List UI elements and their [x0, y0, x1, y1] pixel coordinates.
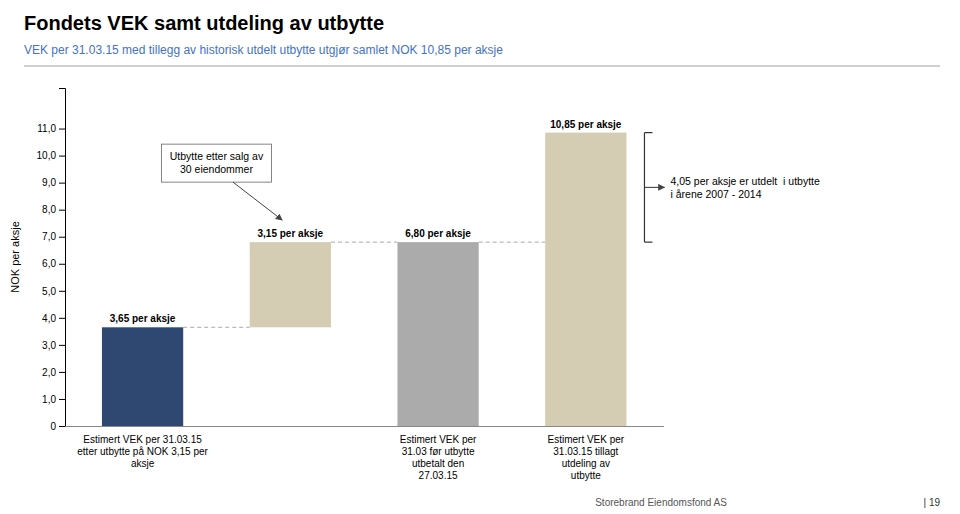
y-tick: 0 [50, 421, 65, 432]
connector [183, 327, 249, 328]
y-tick-label: 1,0 [42, 394, 56, 405]
y-tick: 5,0 [42, 286, 65, 297]
x-tick-label-line: Estimert VEK per [400, 434, 477, 445]
x-axis: Estimert VEK per 31.03.15etter utbytte p… [66, 426, 664, 481]
y-tick: 3,0 [42, 340, 65, 351]
x-tick: Estimert VEK per 31.03.15etter utbytte p… [77, 426, 208, 469]
y-tick-label: 2,0 [42, 367, 56, 378]
x-tick-label: Estimert VEK per 31.03.15etter utbytte p… [77, 434, 208, 469]
brace-text-line: 4,05 per aksje er utdelt i utbytte [670, 175, 820, 187]
title: Fondets VEK samt utdeling av utbytte [24, 12, 384, 34]
brace-serif [644, 242, 652, 243]
y-tick-mark [59, 156, 65, 157]
x-tick-label-line: 31.03.15 tillagt [553, 446, 618, 457]
callout-text-line: 30 eiendommer [180, 163, 253, 175]
y-tick-mark [59, 372, 65, 373]
brace: 4,05 per aksje er utdelt i utbyttei åren… [644, 133, 820, 243]
y-tick-label: 3,0 [42, 340, 56, 351]
connector [331, 242, 397, 243]
x-tick: Estimert VEK per31.03.15 tillagtutdeling… [547, 426, 624, 481]
header-rule [24, 66, 940, 67]
y-tick-mark [59, 264, 65, 265]
y-tick-mark [59, 129, 65, 130]
y-tick-mark [59, 210, 65, 211]
y-tick-label: 9,0 [42, 177, 56, 188]
y-tick: 7,0 [42, 231, 65, 242]
y-axis: 0 1,0 2,0 3,0 4,0 5,0 6,0 7,0 8,0 9,0 10,0 11,0 [37, 89, 66, 432]
chart-svg: Fondets VEK samt utdeling av utbytte VEK … [0, 0, 960, 514]
plot: 0 1,0 2,0 3,0 4,0 5,0 6,0 7,0 8,0 9,0 10,0 11,0 NOK … [9, 89, 820, 482]
y-tick: 2,0 [42, 367, 65, 378]
y-tick: 9,0 [42, 177, 65, 188]
x-tick-label-line: etter utbytte på NOK 3,15 per [77, 446, 208, 457]
x-tick: Estimert VEK per31.03 før utbytteutbetal… [400, 426, 477, 481]
bar [545, 133, 626, 426]
data-label: 3,15 per aksje [258, 228, 324, 239]
y-axis-title: NOK per aksje [9, 221, 21, 293]
x-tick-label-line: utdeling av [562, 458, 610, 469]
y-tick-label: 6,0 [42, 258, 56, 269]
y-tick-mark [59, 291, 65, 292]
y-tick-mark [59, 183, 65, 184]
y-tick-mark [59, 237, 65, 238]
callout-arrow [233, 182, 282, 220]
bar [102, 327, 183, 426]
x-axis-line [66, 426, 664, 427]
brace-serif [644, 132, 652, 133]
footer-left: Storebrand Eiendomsfond AS [595, 497, 727, 508]
bar [250, 242, 331, 327]
x-tick-label-line: 27.03.15 [419, 470, 458, 481]
data-labels: 3,65 per aksje 3,15 per aksje 6,80 per aks… [110, 119, 622, 325]
x-tick-label-line: Estimert VEK per [547, 434, 624, 445]
subtitle: VEK per 31.03.15 med tillegg av historis… [24, 43, 503, 57]
y-tick-mark [59, 426, 65, 427]
brace-text: 4,05 per aksje er utdelt i utbyttei åren… [670, 175, 820, 200]
data-label: 6,80 per aksje [405, 228, 471, 239]
y-tick-label: 5,0 [42, 286, 56, 297]
callout: Utbytte etter salg av30 eiendommer [161, 144, 282, 220]
y-tick: 8,0 [42, 204, 65, 215]
data-label: 3,65 per aksje [110, 313, 176, 324]
y-tick-label: 8,0 [42, 204, 56, 215]
x-tick-label: Estimert VEK per31.03.15 tillagtutdeling… [547, 434, 624, 481]
x-tick-label-line: aksje [131, 458, 155, 469]
bar [397, 242, 478, 426]
brace-text-line: i årene 2007 - 2014 [670, 188, 761, 200]
brace-arrow [644, 187, 664, 188]
x-tick-label: Estimert VEK per31.03 før utbytteutbetal… [400, 434, 477, 481]
y-axis-line [59, 89, 66, 427]
x-tick-label-line: Estimert VEK per 31.03.15 [83, 434, 202, 445]
y-tick-label: 0 [50, 421, 56, 432]
y-tick-label: 11,0 [37, 123, 56, 134]
callout-box [161, 144, 271, 182]
y-tick-mark [59, 318, 65, 319]
y-tick: 11,0 [37, 123, 65, 134]
y-tick-mark [59, 399, 65, 400]
y-tick: 4,0 [42, 313, 65, 324]
bars [102, 133, 627, 426]
y-tick: 10,0 [37, 150, 65, 161]
y-tick-label: 4,0 [42, 313, 56, 324]
footer-right: | 19 [924, 497, 941, 508]
y-tick-label: 10,0 [37, 150, 57, 161]
x-tick-label-line: utbytte [571, 470, 601, 481]
callout-text-line: Utbytte etter salg av [170, 150, 264, 162]
y-tick: 1,0 [42, 394, 65, 405]
y-tick-label: 7,0 [42, 231, 56, 242]
connector [479, 242, 545, 243]
chart-container: Fondets VEK samt utdeling av utbytte VEK … [0, 0, 960, 514]
x-tick-label-line: 31.03 før utbytte [402, 446, 475, 457]
y-tick: 6,0 [42, 258, 65, 269]
y-tick-mark [59, 345, 65, 346]
callout-text: Utbytte etter salg av30 eiendommer [170, 150, 264, 175]
data-label: 10,85 per aksje [550, 119, 622, 130]
x-tick-label-line: utbetalt den [412, 458, 464, 469]
